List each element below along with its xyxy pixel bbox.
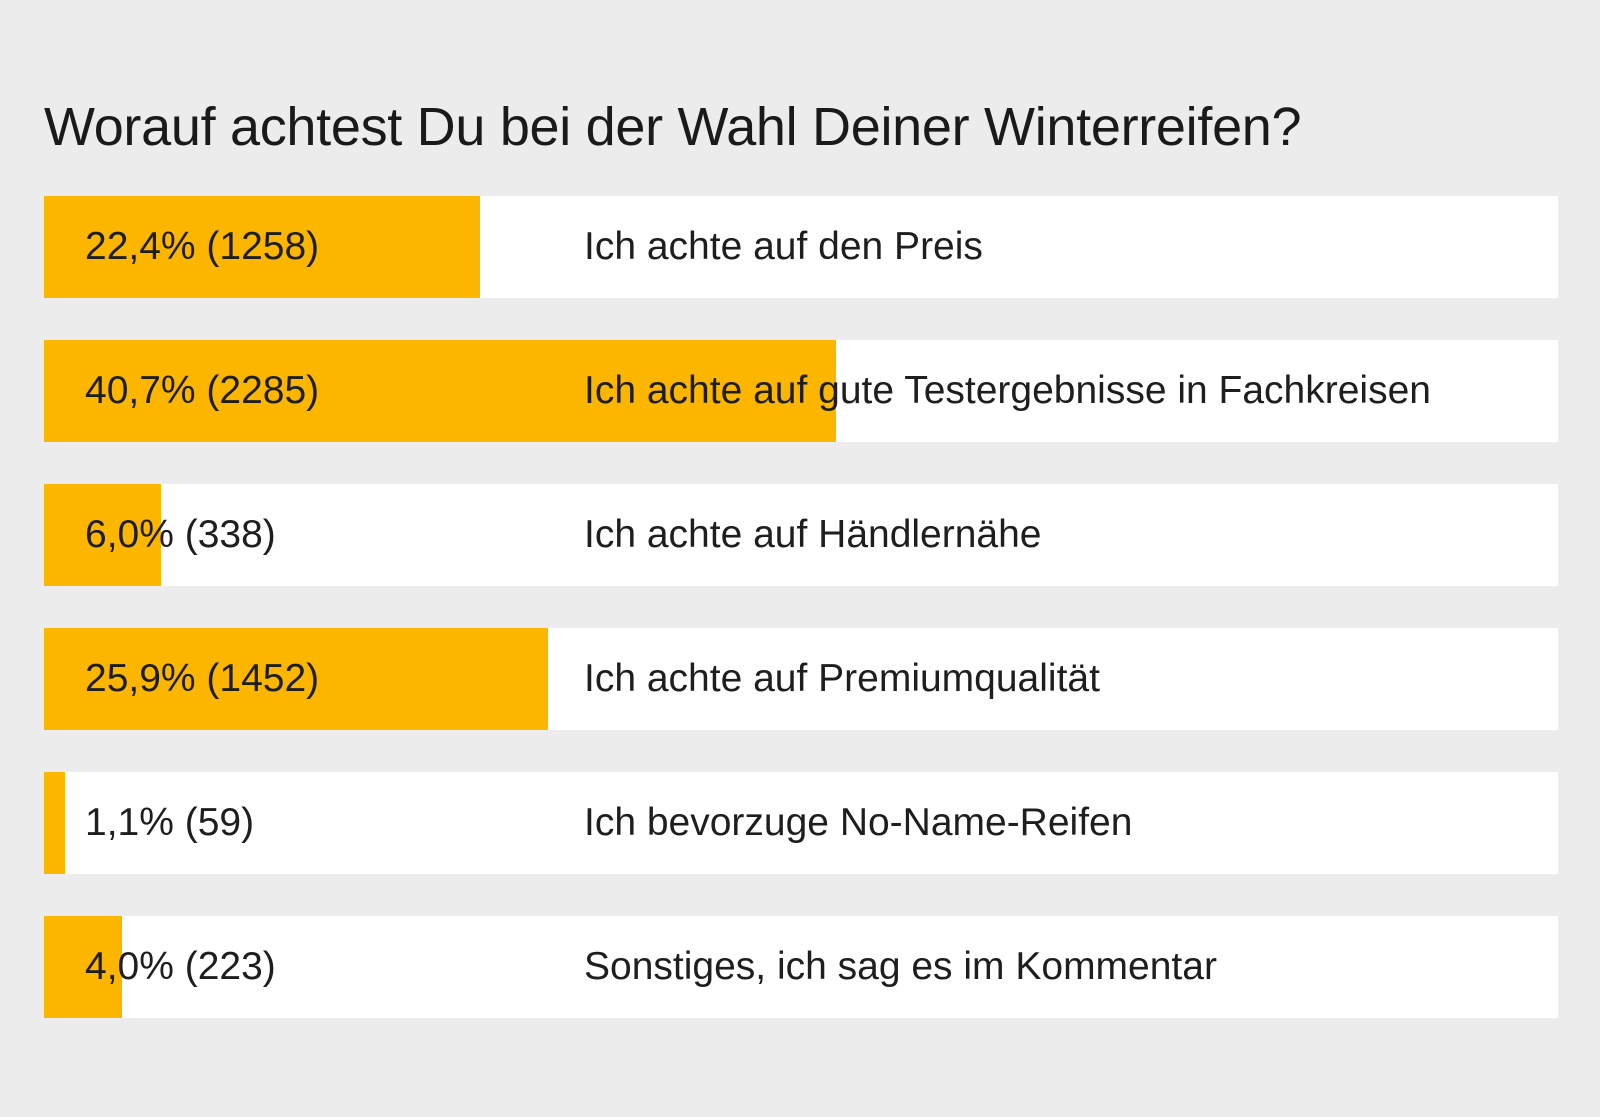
poll-option-bar [44,772,65,874]
poll-option-bar [44,340,836,442]
poll-option-label: Ich achte auf Premiumqualität [584,657,1100,700]
poll-option-row: 1,1% (59) Ich bevorzuge No-Name-Reifen [44,772,1558,874]
poll-option-row: 4,0% (223) Sonstiges, ich sag es im Komme… [44,916,1558,1018]
poll-option-row: 40,7% (2285) Ich achte auf gute Testergeb… [44,340,1558,442]
poll-option-value: 40,7% (2285) [85,369,320,412]
poll-option-label: Ich achte auf gute Testergebnisse in Fac… [584,369,1431,412]
poll-option-label: Ich achte auf den Preis [584,225,983,268]
poll-option-row: 25,9% (1452) Ich achte auf Premiumqualitä… [44,628,1558,730]
poll-option-bar [44,916,122,1018]
poll-option-value: 4,0% (223) [85,945,276,988]
poll-option-bar [44,628,548,730]
poll-option-row: 22,4% (1258) Ich achte auf den Preis [44,196,1558,298]
poll-option-value: 1,1% (59) [85,801,255,844]
poll-option-label: Ich bevorzuge No-Name-Reifen [584,801,1133,844]
poll-option-bar [44,484,161,586]
poll-option-value: 6,0% (338) [85,513,276,556]
poll-option-row: 6,0% (338) Ich achte auf Händlernähe [44,484,1558,586]
poll-option-label: Ich achte auf Händlernähe [584,513,1042,556]
poll-option-bar [44,196,480,298]
poll-option-value: 22,4% (1258) [85,225,320,268]
poll-option-label: Sonstiges, ich sag es im Kommentar [584,945,1217,988]
poll-title: Worauf achtest Du bei der Wahl Deiner Wi… [44,97,1302,157]
poll-option-value: 25,9% (1452) [85,657,320,700]
